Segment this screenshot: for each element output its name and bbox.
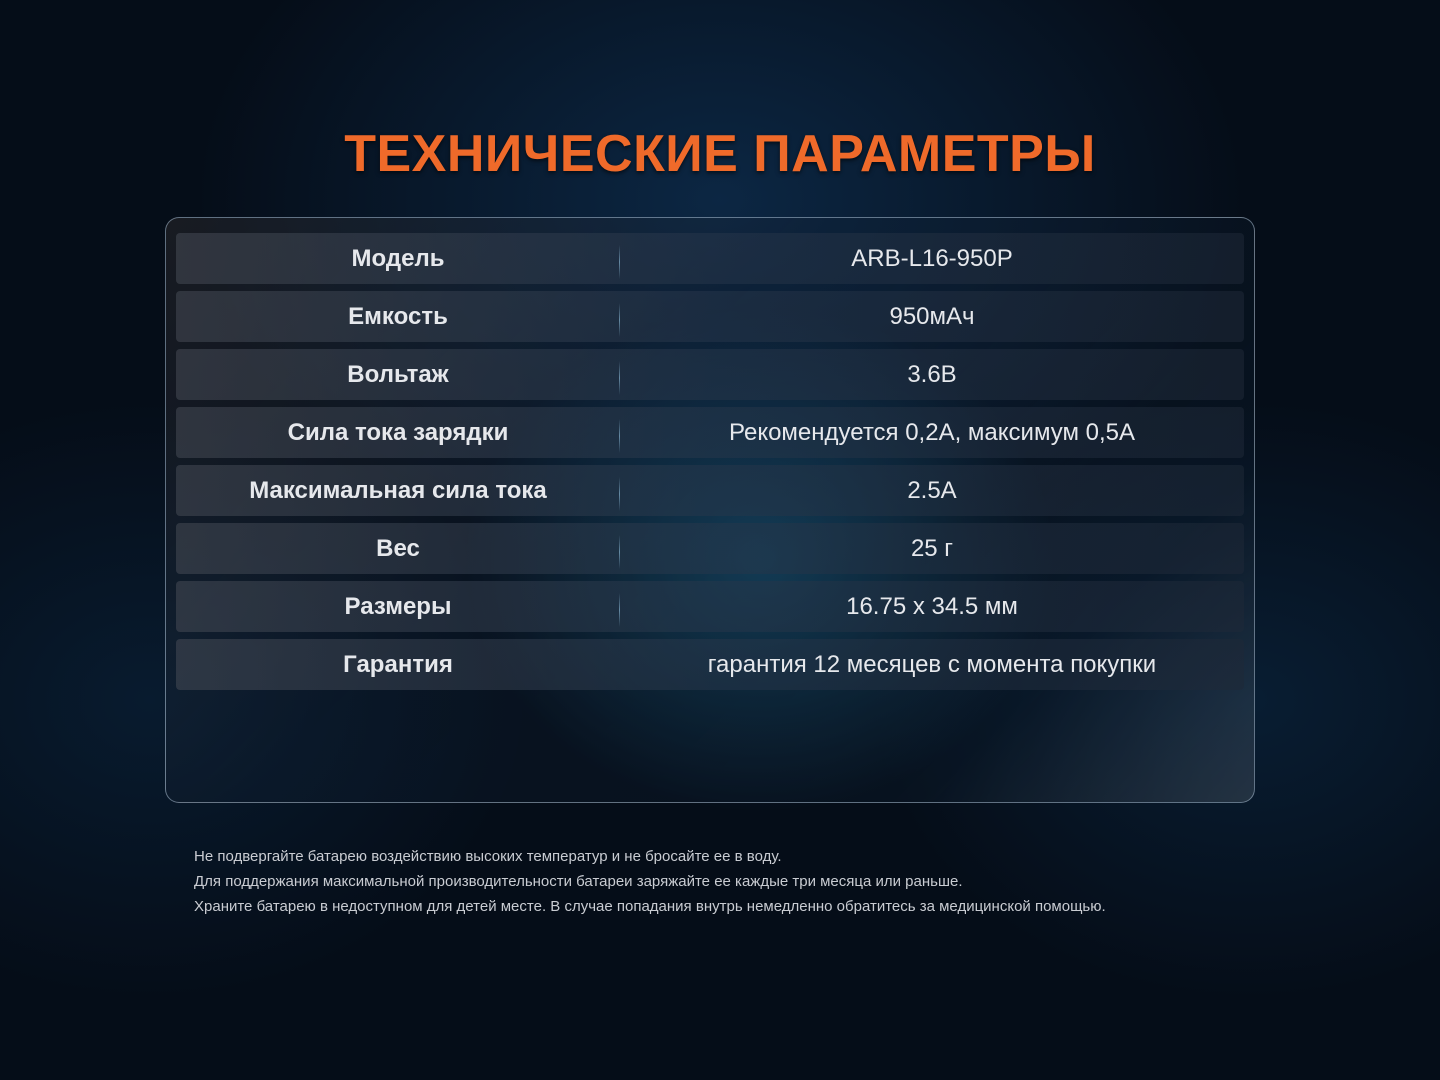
spec-label: Вес	[376, 534, 420, 562]
divider	[619, 245, 620, 279]
spec-value: 950мАч	[889, 302, 975, 330]
safety-notes: Не подвергайте батарею воздействию высок…	[194, 844, 1106, 919]
page-title: ТЕХНИЧЕСКИЕ ПАРАМЕТРЫ	[344, 125, 1096, 183]
divider	[619, 303, 620, 337]
spec-table: Модель ARB-L16-950P Емкость 950мАч Вольтаж…	[176, 233, 1244, 697]
note-line: Храните батарею в недоступном для детей …	[194, 898, 1106, 915]
note-line: Не подвергайте батарею воздействию высок…	[194, 848, 782, 865]
spec-label: Максимальная сила тока	[249, 476, 547, 504]
spec-row-capacity: Емкость 950мАч	[176, 291, 1244, 342]
spec-row-model: Модель ARB-L16-950P	[176, 233, 1244, 284]
spec-value: 3.6В	[907, 360, 957, 388]
spec-row-weight: Вес 25 г	[176, 523, 1244, 574]
spec-label: Размеры	[344, 592, 452, 620]
spec-row-voltage: Вольтаж 3.6В	[176, 349, 1244, 400]
spec-row-max-current: Максимальная сила тока 2.5А	[176, 465, 1244, 516]
divider	[619, 477, 620, 511]
spec-label: Сила тока зарядки	[287, 418, 509, 446]
spec-value: 16.75 x 34.5 мм	[846, 592, 1018, 620]
note-line: Для поддержания максимальной производите…	[194, 873, 963, 890]
spec-value: 25 г	[910, 534, 954, 562]
spec-row-charge-current: Сила тока зарядки Рекомендуется 0,2А, мак…	[176, 407, 1244, 458]
spec-label: Гарантия	[343, 650, 453, 678]
divider	[619, 361, 620, 395]
spec-row-dimensions: Размеры 16.75 x 34.5 мм	[176, 581, 1244, 632]
spec-label: Емкость	[348, 302, 448, 330]
spec-label: Вольтаж	[347, 360, 449, 388]
spec-value: 2.5А	[907, 476, 957, 504]
divider	[619, 419, 620, 453]
spec-value: ARB-L16-950P	[851, 244, 1013, 272]
spec-value: гарантия 12 месяцев с момента покупки	[707, 650, 1157, 678]
divider	[619, 593, 620, 627]
divider	[619, 535, 620, 569]
spec-value: Рекомендуется 0,2А, максимум 0,5А	[729, 418, 1135, 446]
spec-label: Модель	[351, 244, 445, 272]
spec-row-warranty: Гарантия гарантия 12 месяцев с момента по…	[176, 639, 1244, 690]
